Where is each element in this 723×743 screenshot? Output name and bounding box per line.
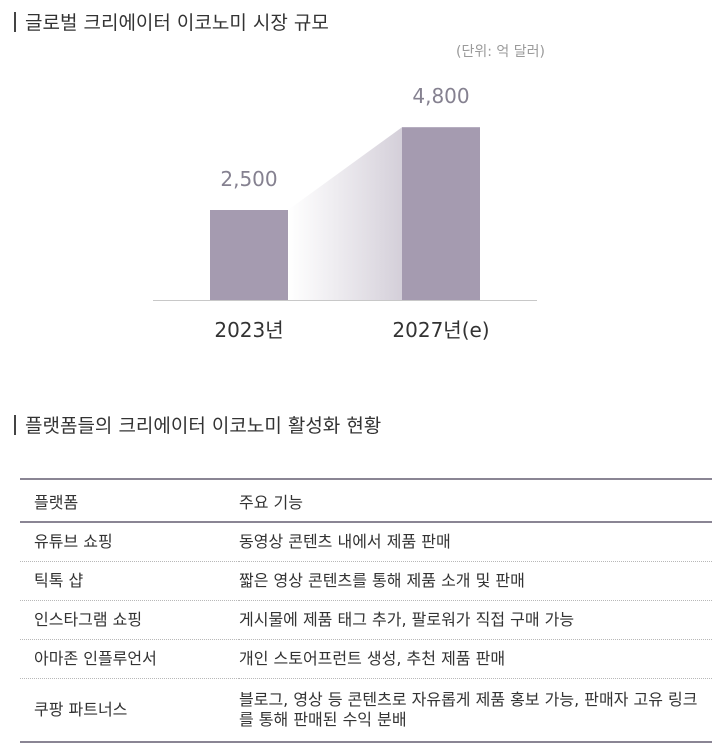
data-label-1: 2,500	[220, 167, 277, 191]
title-bar-decoration	[14, 414, 16, 435]
header-platform: 플랫폼	[20, 478, 239, 523]
market-size-section-title: 글로벌 크리에이터 이코노미 시장 규모	[14, 8, 329, 35]
platform-name: 유튜브 쇼핑	[20, 522, 239, 562]
table-row: 유튜브 쇼핑 동영상 콘텐츠 내에서 제품 판매	[20, 522, 712, 562]
platform-feature: 짧은 영상 콘텐츠를 통해 제품 소개 및 판매	[239, 561, 712, 601]
category-label-1: 2023년	[214, 318, 283, 342]
market-size-title-text: 글로벌 크리에이터 이코노미 시장 규모	[25, 12, 329, 34]
platform-features-table: 플랫폼 주요 기능 유튜브 쇼핑 동영상 콘텐츠 내에서 제품 판매 틱톡 샵 …	[20, 478, 712, 743]
platform-section-title: 플랫폼들의 크리에이터 이코노미 활성화 현황	[14, 411, 381, 438]
chart-unit-label: (단위: 억 달러)	[456, 44, 545, 60]
header-features: 주요 기능	[239, 478, 712, 523]
title-bar-decoration	[14, 11, 16, 32]
platform-feature: 게시물에 제품 태그 추가, 팔로워가 직접 구매 가능	[239, 600, 712, 640]
category-label-2: 2027년(e)	[392, 318, 489, 342]
table-row: 인스타그램 쇼핑 게시물에 제품 태그 추가, 팔로워가 직접 구매 가능	[20, 600, 712, 640]
platform-name: 인스타그램 쇼핑	[20, 600, 239, 640]
platform-name: 쿠팡 파트너스	[20, 678, 239, 743]
platform-name: 아마존 인플루언서	[20, 639, 239, 679]
bar-1	[210, 210, 288, 300]
data-label-2: 4,800	[412, 84, 469, 108]
platform-name: 틱톡 샵	[20, 561, 239, 601]
bar-2	[402, 127, 480, 300]
table-row: 쿠팡 파트너스 블로그, 영상 등 콘텐츠로 자유롭게 제품 홍보 가능, 판매…	[20, 678, 712, 743]
market-size-bar-chart: (단위: 억 달러) 2,500 2023년 4,800 2027년(e)	[153, 44, 545, 342]
platform-title-text: 플랫폼들의 크리에이터 이코노미 활성화 현황	[25, 415, 382, 437]
table-header-row: 플랫폼 주요 기능	[20, 478, 712, 523]
growth-gradient-band	[288, 127, 402, 300]
table-row: 아마존 인플루언서 개인 스토어프런트 생성, 추천 제품 판매	[20, 639, 712, 679]
platform-feature: 개인 스토어프런트 생성, 추천 제품 판매	[239, 639, 712, 679]
table-row: 틱톡 샵 짧은 영상 콘텐츠를 통해 제품 소개 및 판매	[20, 561, 712, 601]
platform-feature: 블로그, 영상 등 콘텐츠로 자유롭게 제품 홍보 가능, 판매자 고유 링크를…	[239, 678, 712, 743]
platform-feature: 동영상 콘텐츠 내에서 제품 판매	[239, 522, 712, 562]
